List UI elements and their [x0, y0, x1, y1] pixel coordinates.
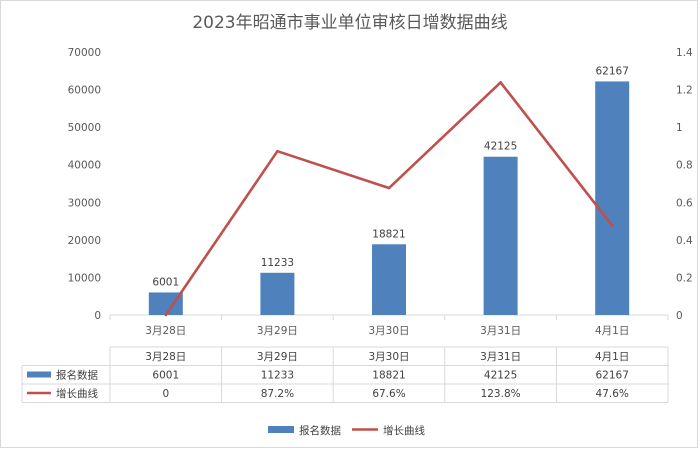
table-cell: 123.8% — [481, 388, 521, 400]
y-left-tick-label: 70000 — [68, 47, 101, 59]
table-cell: 0 — [162, 388, 169, 400]
y-left-tick-label: 0 — [94, 310, 101, 322]
table-cell: 67.6% — [372, 388, 405, 400]
table-cell: 11233 — [261, 370, 294, 382]
table-cell: 42125 — [484, 370, 517, 382]
legend-label: 增长曲线 — [383, 424, 425, 437]
y-right-tick-label: 0.6 — [676, 197, 693, 209]
table-bar-key — [27, 371, 51, 378]
table-cell: 62167 — [595, 370, 628, 382]
bar — [260, 272, 295, 315]
x-tick-label: 3月31日 — [480, 325, 521, 337]
table-row-label: 增长曲线 — [56, 387, 98, 400]
y-right-tick-label: 0.4 — [676, 235, 693, 247]
line-point — [387, 186, 391, 190]
y-right-tick-label: 0 — [676, 310, 683, 322]
line-point — [276, 149, 279, 153]
bar-series: 6001 11233 18821 42125 62167 — [148, 65, 630, 315]
x-tick-label: 4月1日 — [595, 325, 629, 337]
y-right-tick-label: 1 — [676, 122, 683, 134]
y-left-tick-label: 10000 — [68, 272, 101, 284]
x-tick-label: 3月29日 — [257, 325, 298, 337]
table-row-label: 报名数据 — [56, 369, 98, 382]
line-point — [164, 313, 168, 317]
table-cell: 47.6% — [596, 388, 629, 400]
line-point — [499, 81, 502, 84]
bar-data-label: 18821 — [372, 228, 405, 240]
table-header-cell: 3月29日 — [257, 351, 298, 363]
bar — [372, 244, 406, 315]
line-point — [610, 224, 614, 227]
bar-data-label: 42125 — [484, 141, 517, 153]
y-right-tick-label: 0.2 — [676, 272, 693, 284]
y-left-tick-label: 40000 — [68, 160, 101, 172]
table-cell: 6001 — [152, 370, 179, 382]
legend-label: 报名数据 — [299, 424, 341, 437]
line-series — [164, 81, 614, 317]
table-header-cell: 3月30日 — [368, 351, 409, 363]
bar-data-label: 62167 — [595, 65, 628, 77]
table-cell: 18821 — [372, 370, 405, 382]
x-tick-label: 3月30日 — [368, 325, 409, 337]
table-header-cell: 4月1日 — [595, 351, 629, 363]
bar-data-label: 6001 — [152, 276, 179, 288]
table-cell: 87.2% — [261, 388, 294, 400]
legend: 报名数据 增长曲线 — [268, 424, 425, 437]
chart-title: 2023年昭通市事业单位审核日增数据曲线 — [192, 13, 507, 33]
y-right-tick-label: 0.8 — [676, 160, 693, 172]
table-header-cell: 3月31日 — [480, 351, 521, 363]
y-left-tick-label: 30000 — [68, 197, 101, 209]
y-left-tick-label: 20000 — [68, 235, 101, 247]
y-right-tick-label: 1.2 — [676, 85, 693, 97]
x-tick-label: 3月28日 — [145, 325, 186, 337]
y-left-tick-label: 60000 — [68, 85, 101, 97]
legend-bar-swatch — [268, 426, 294, 433]
bar — [595, 81, 630, 315]
y-right-tick-label: 1.4 — [676, 47, 693, 59]
table-header-cell: 3月28日 — [145, 351, 186, 363]
bar — [483, 156, 518, 315]
axes: 3月28日 3月29日 3月30日 3月31日 4月1日 0 10000 20000 30000… — [68, 47, 693, 337]
bar-data-label: 11233 — [261, 257, 294, 269]
y-left-tick-label: 50000 — [68, 122, 101, 134]
bar — [148, 292, 183, 315]
